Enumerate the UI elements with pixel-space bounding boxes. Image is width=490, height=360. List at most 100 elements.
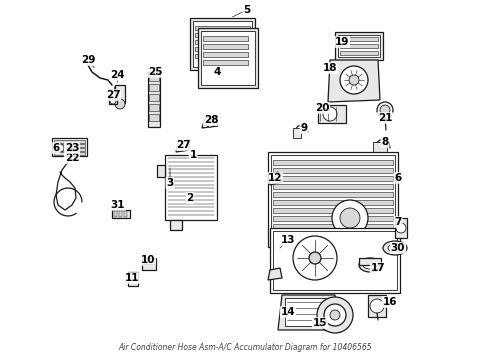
Bar bbox=[195, 54, 250, 58]
Text: 8: 8 bbox=[381, 137, 389, 147]
Bar bbox=[157, 165, 165, 177]
Bar bbox=[149, 74, 159, 81]
Circle shape bbox=[377, 102, 393, 118]
Bar bbox=[273, 184, 393, 189]
Bar bbox=[195, 40, 250, 44]
Bar bbox=[340, 51, 378, 55]
Bar bbox=[338, 35, 380, 57]
Bar bbox=[54, 152, 85, 154]
Bar bbox=[268, 152, 398, 247]
Bar bbox=[285, 298, 335, 326]
Text: 11: 11 bbox=[125, 273, 139, 283]
Bar bbox=[373, 142, 387, 154]
Polygon shape bbox=[268, 172, 282, 185]
Bar bbox=[203, 36, 248, 41]
Bar bbox=[112, 210, 130, 218]
Bar bbox=[368, 295, 386, 317]
Bar bbox=[273, 168, 393, 173]
Bar bbox=[193, 21, 252, 67]
Bar bbox=[273, 232, 393, 237]
Bar bbox=[124, 211, 127, 217]
Bar bbox=[148, 72, 160, 127]
Bar bbox=[115, 85, 125, 103]
Bar bbox=[190, 18, 255, 70]
Text: 1: 1 bbox=[189, 150, 196, 160]
Bar bbox=[149, 114, 159, 121]
Text: 10: 10 bbox=[141, 255, 155, 265]
Text: 19: 19 bbox=[335, 37, 349, 47]
Text: 7: 7 bbox=[394, 217, 402, 227]
Circle shape bbox=[317, 297, 353, 333]
Text: 17: 17 bbox=[371, 263, 385, 273]
Bar bbox=[293, 128, 301, 138]
Text: 15: 15 bbox=[313, 318, 327, 328]
Polygon shape bbox=[268, 268, 282, 280]
Bar bbox=[271, 155, 395, 244]
Bar bbox=[128, 272, 138, 286]
Bar bbox=[273, 231, 397, 290]
Text: 5: 5 bbox=[244, 5, 250, 15]
Text: 3: 3 bbox=[167, 178, 173, 188]
Bar bbox=[203, 44, 248, 49]
Circle shape bbox=[380, 105, 390, 115]
Bar bbox=[203, 52, 248, 57]
Bar bbox=[273, 192, 393, 197]
Bar bbox=[201, 31, 255, 85]
Circle shape bbox=[340, 208, 360, 228]
Text: 30: 30 bbox=[391, 243, 405, 253]
Text: 4: 4 bbox=[213, 67, 220, 77]
Text: 18: 18 bbox=[323, 63, 337, 73]
Bar bbox=[359, 258, 381, 265]
Bar bbox=[195, 33, 250, 37]
Polygon shape bbox=[176, 140, 190, 152]
Bar bbox=[273, 176, 393, 181]
Bar bbox=[273, 208, 393, 213]
Circle shape bbox=[324, 304, 346, 326]
Text: 22: 22 bbox=[65, 153, 79, 163]
Polygon shape bbox=[328, 60, 380, 102]
Bar bbox=[273, 160, 393, 165]
Circle shape bbox=[115, 99, 125, 109]
Polygon shape bbox=[202, 118, 218, 128]
Circle shape bbox=[396, 223, 406, 233]
Bar bbox=[340, 44, 378, 48]
Circle shape bbox=[332, 200, 368, 236]
Circle shape bbox=[349, 75, 359, 85]
Text: 29: 29 bbox=[81, 55, 95, 65]
Bar bbox=[170, 220, 182, 230]
Text: 27: 27 bbox=[176, 140, 190, 150]
Text: Air Conditioner Hose Asm-A/C Accumulator Diagram for 10406565: Air Conditioner Hose Asm-A/C Accumulator… bbox=[118, 343, 372, 352]
Bar bbox=[165, 155, 217, 220]
Circle shape bbox=[330, 310, 340, 320]
Bar bbox=[149, 104, 159, 111]
Bar bbox=[273, 216, 393, 221]
Circle shape bbox=[323, 107, 337, 121]
Bar bbox=[340, 37, 378, 41]
Bar bbox=[114, 211, 117, 217]
Text: 16: 16 bbox=[383, 297, 397, 307]
Bar bbox=[203, 60, 248, 65]
Text: 6: 6 bbox=[394, 173, 402, 183]
Bar bbox=[54, 144, 85, 147]
Ellipse shape bbox=[359, 258, 381, 272]
Bar bbox=[109, 98, 117, 104]
Text: 31: 31 bbox=[111, 200, 125, 210]
Ellipse shape bbox=[383, 241, 407, 255]
Circle shape bbox=[110, 98, 116, 104]
Polygon shape bbox=[278, 295, 340, 330]
Bar bbox=[270, 228, 400, 293]
Circle shape bbox=[56, 144, 64, 152]
Text: 25: 25 bbox=[148, 67, 162, 77]
Ellipse shape bbox=[388, 244, 402, 252]
Text: 24: 24 bbox=[110, 70, 124, 80]
Bar bbox=[395, 218, 407, 238]
Text: 12: 12 bbox=[268, 173, 282, 183]
Text: 14: 14 bbox=[281, 307, 295, 317]
Bar bbox=[273, 200, 393, 205]
Text: 20: 20 bbox=[315, 103, 329, 113]
Bar bbox=[119, 211, 122, 217]
Bar bbox=[149, 84, 159, 91]
Bar bbox=[335, 32, 383, 60]
Text: 21: 21 bbox=[378, 113, 392, 123]
Bar bbox=[195, 47, 250, 51]
